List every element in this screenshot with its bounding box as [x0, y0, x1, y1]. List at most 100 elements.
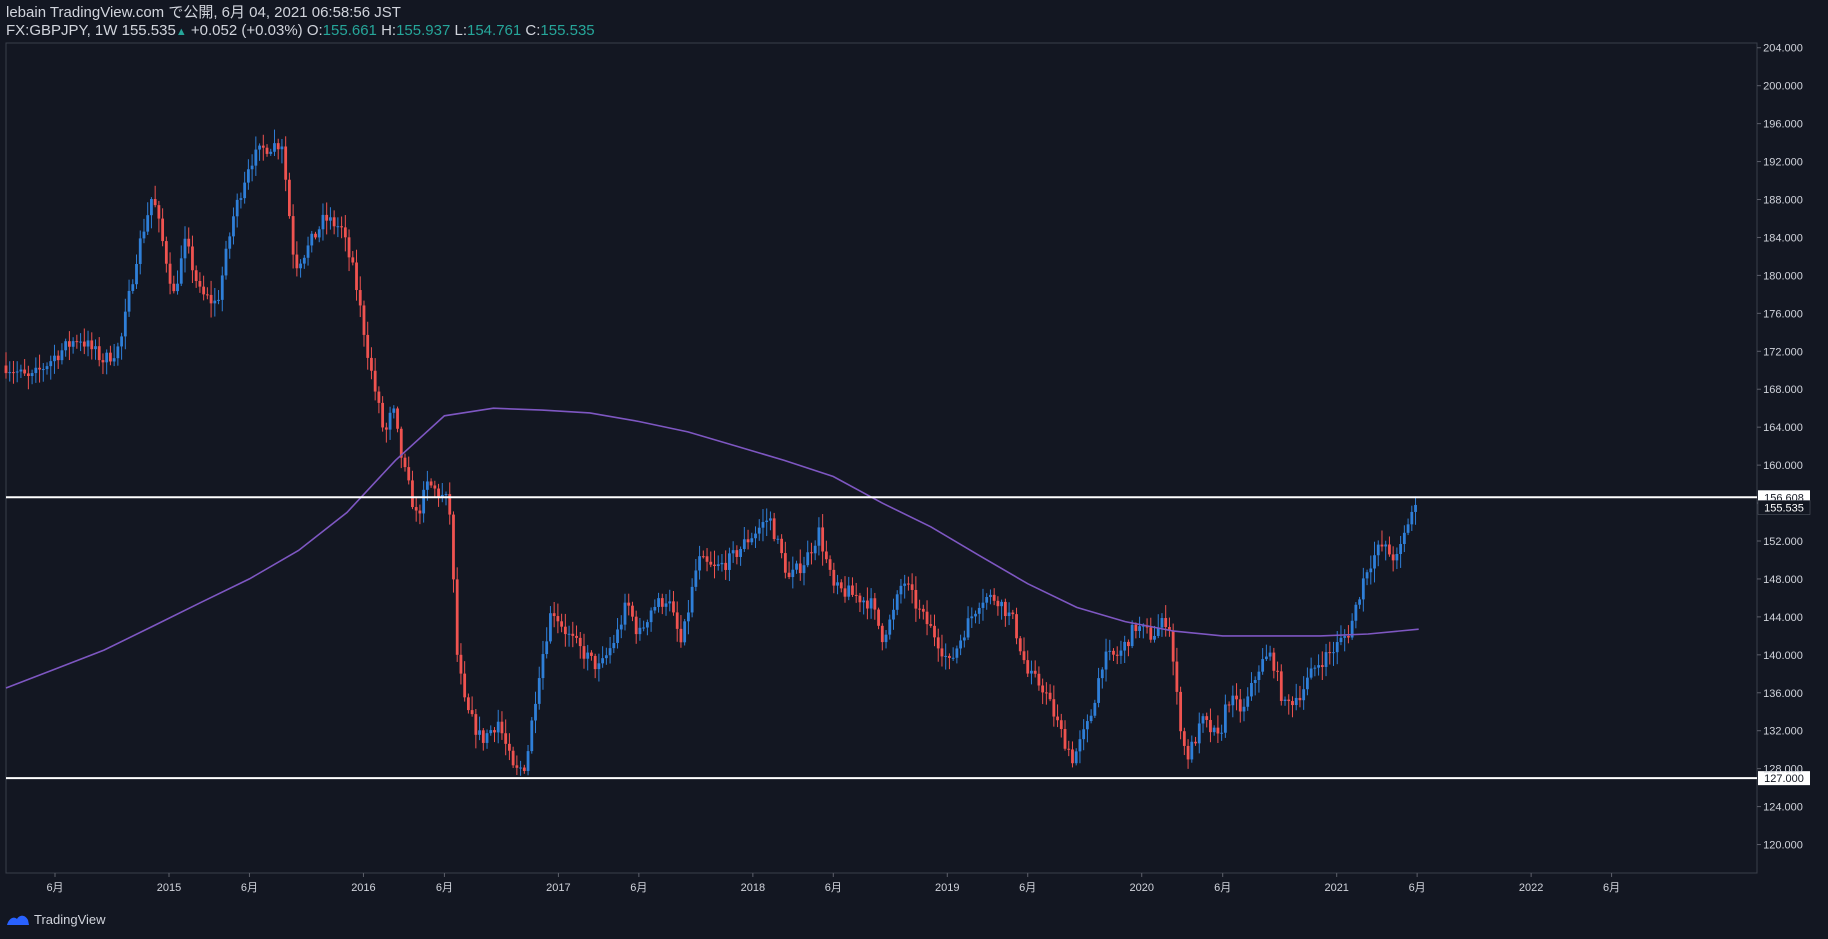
candle — [940, 634, 944, 667]
y-tick-label: 200.000 — [1763, 81, 1803, 93]
candle — [1078, 730, 1082, 764]
candle-body — [1026, 660, 1030, 674]
candle — [772, 512, 776, 542]
candle — [53, 344, 56, 374]
candle — [1309, 657, 1313, 680]
price-axis[interactable]: 120.000 124.000 128.000 132.000 136.000 140.0… — [1757, 43, 1811, 852]
candle-body — [235, 199, 239, 217]
candle-body — [224, 248, 228, 276]
candle-body — [783, 553, 787, 573]
candle-body — [340, 226, 344, 228]
candle — [895, 590, 899, 616]
candle-body — [444, 494, 448, 496]
candle — [396, 406, 399, 433]
candle-body — [813, 545, 817, 554]
candle — [713, 550, 716, 579]
candle — [780, 534, 784, 559]
candle — [1298, 685, 1302, 708]
candle-body — [1007, 612, 1011, 617]
candle-body — [1257, 671, 1261, 681]
candle-body — [899, 585, 903, 595]
candle — [280, 138, 284, 164]
candle-body — [522, 767, 526, 771]
candle-body — [474, 714, 478, 735]
candle — [843, 576, 847, 603]
candle — [373, 358, 377, 401]
candle-body — [1354, 604, 1358, 621]
candle — [1093, 699, 1097, 719]
candle-body — [772, 518, 776, 540]
candle — [1201, 713, 1205, 733]
candle — [60, 343, 64, 365]
candle-body — [314, 233, 317, 238]
candle — [892, 598, 895, 630]
candle-body — [1223, 704, 1227, 733]
candle-body — [1212, 727, 1216, 733]
candle-body — [135, 263, 138, 285]
candle — [336, 217, 340, 238]
open-label: O: — [306, 22, 323, 39]
candle-body — [709, 561, 713, 565]
candle — [1250, 672, 1253, 701]
candle-body — [15, 371, 19, 373]
candle — [362, 300, 366, 347]
candle-body — [1335, 642, 1339, 653]
candle — [105, 349, 109, 375]
candle-body — [1164, 618, 1168, 628]
candle-body — [821, 527, 825, 552]
candle — [880, 623, 884, 651]
candle — [1328, 641, 1332, 665]
candle-body — [944, 655, 948, 657]
candle — [668, 589, 672, 612]
candle — [67, 331, 71, 361]
candle-body — [787, 572, 791, 578]
candle — [370, 347, 373, 380]
candle-body — [1123, 641, 1127, 651]
candle-body — [854, 594, 858, 596]
candle-body — [843, 588, 847, 597]
candle — [1022, 637, 1026, 664]
candle — [351, 251, 355, 266]
candle-body — [280, 146, 284, 150]
candle — [526, 744, 530, 776]
candle-body — [205, 294, 209, 296]
candle-body — [131, 284, 135, 291]
candle-body — [1309, 668, 1313, 678]
candle-body — [276, 143, 280, 150]
candle — [1149, 617, 1153, 643]
publish-line: lebain TradingView.com で公開, 6月 04, 2021 … — [6, 4, 401, 21]
candle-body — [962, 637, 966, 641]
y-tick-label: 180.000 — [1763, 270, 1803, 282]
candle — [921, 604, 925, 620]
candle-body — [716, 564, 720, 567]
candle — [810, 542, 813, 565]
candle-body — [981, 602, 985, 608]
footer-brand[interactable]: TradingView — [6, 912, 106, 927]
candle — [783, 541, 787, 579]
candle-body — [940, 648, 944, 657]
candle — [1044, 682, 1048, 705]
candle — [694, 558, 698, 592]
candle — [1205, 712, 1209, 728]
candle-body — [146, 215, 150, 232]
candle — [735, 545, 739, 565]
candle-body — [1328, 652, 1332, 654]
candle — [508, 733, 511, 761]
candle-body — [1384, 544, 1388, 547]
candle-body — [448, 494, 452, 515]
candle — [418, 504, 422, 525]
candle-body — [1268, 652, 1272, 657]
candle-body — [948, 655, 951, 658]
candle — [888, 614, 892, 640]
candle — [582, 633, 586, 669]
candle — [664, 594, 668, 616]
candle-body — [664, 603, 668, 607]
time-axis[interactable]: 6月 2015 6月 2016 6月 2017 6月 2018 6月 2019 6月 2020 6月 20… — [46, 873, 1620, 894]
candle-body — [1182, 731, 1186, 746]
candle — [698, 545, 701, 580]
candle — [534, 691, 537, 734]
candle-body — [157, 205, 161, 219]
candle — [619, 615, 623, 639]
candle-body — [194, 270, 198, 282]
